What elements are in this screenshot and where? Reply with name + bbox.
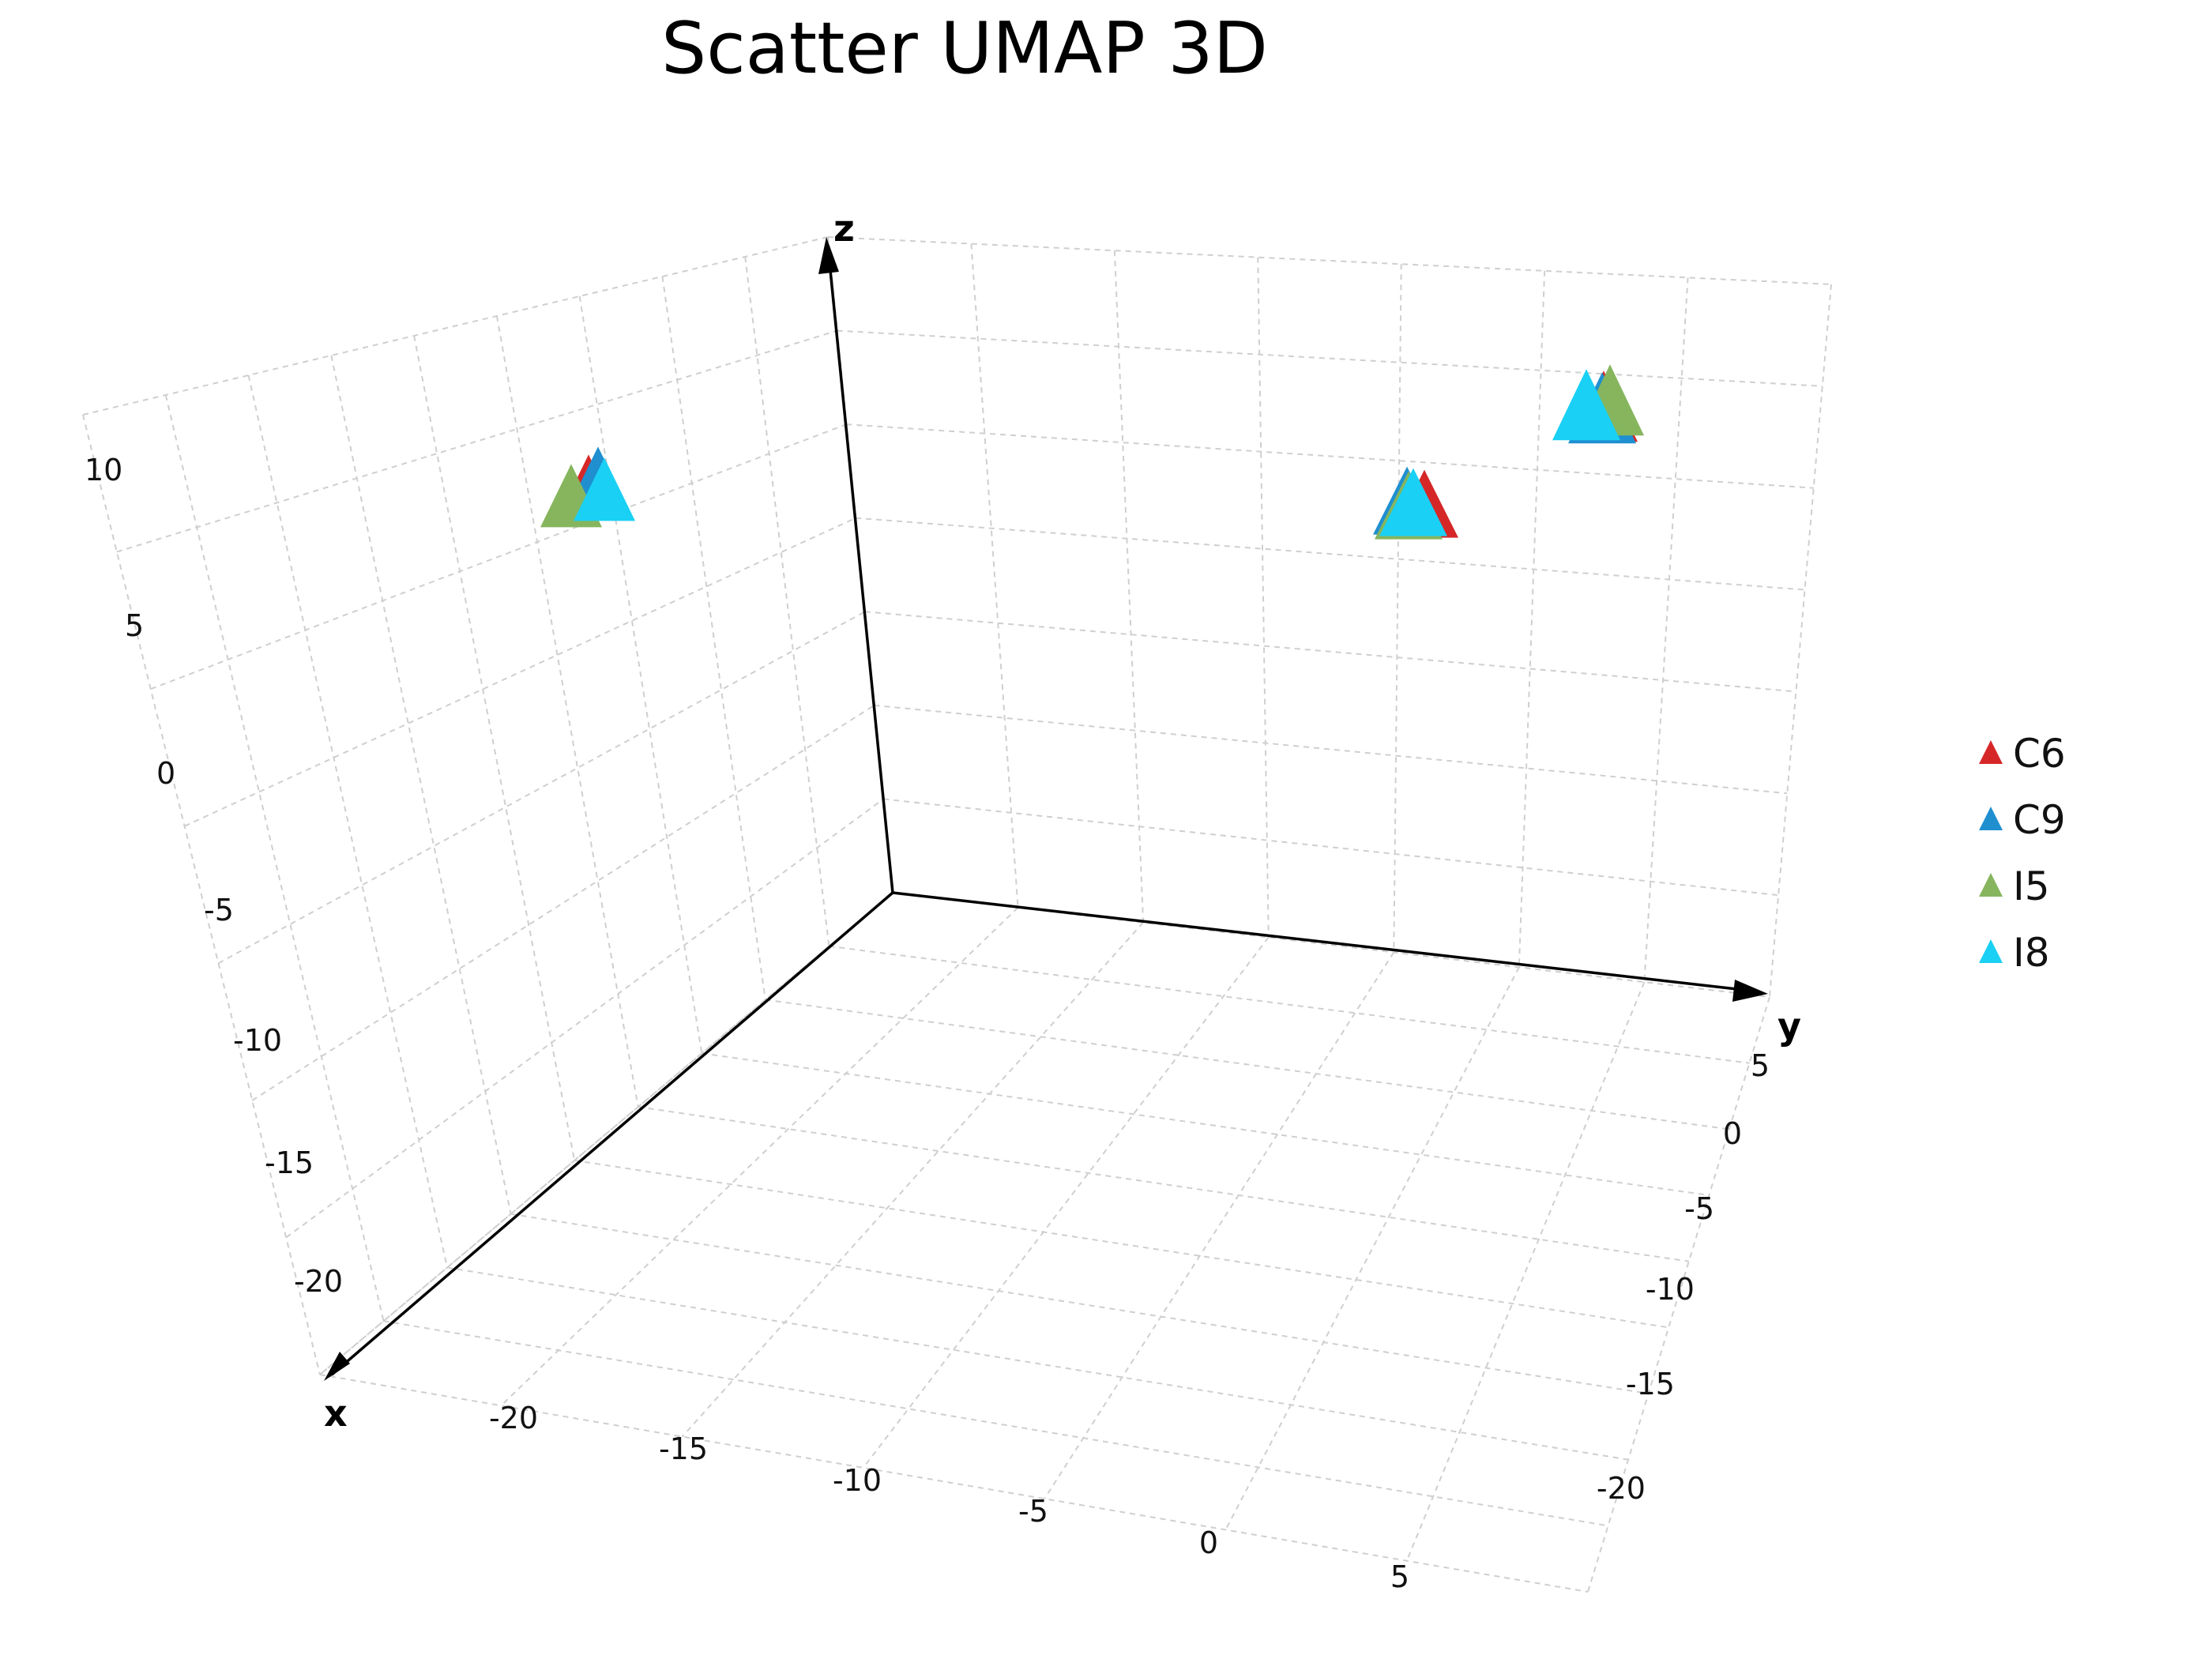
grid-line — [765, 999, 1730, 1130]
grid-line — [846, 423, 1814, 489]
grid-line — [702, 1052, 1710, 1196]
grid-line — [837, 329, 1823, 387]
x-tick-label: 5 — [1390, 1559, 1409, 1594]
grid-line — [510, 1213, 1649, 1394]
x-tick-label: 0 — [1199, 1525, 1218, 1560]
grid-line — [217, 611, 866, 965]
grid-line — [82, 414, 321, 1375]
legend: C6 C9 I5 I8 — [1979, 731, 2066, 976]
grid-line — [574, 1159, 1669, 1329]
grid-line — [319, 1374, 1589, 1593]
grid-line — [150, 423, 847, 690]
grid-line — [970, 243, 1019, 908]
z-axis-label: z — [833, 207, 855, 250]
y-tick-label: -5 — [1684, 1191, 1714, 1226]
grid-line — [1044, 951, 1395, 1499]
z-tick-label: -20 — [294, 1264, 343, 1299]
grid-line — [578, 295, 703, 1054]
grid-line — [883, 798, 1779, 897]
x-tick-label: -20 — [489, 1401, 538, 1435]
x-tick-label: -5 — [1018, 1494, 1048, 1529]
grid-line — [744, 256, 830, 946]
marker-i8 — [574, 457, 635, 521]
grid-line — [285, 798, 884, 1239]
x-tick-label: -15 — [659, 1431, 708, 1466]
grid-line — [116, 329, 838, 553]
grid — [82, 236, 1832, 1593]
grid-line — [1405, 981, 1646, 1562]
grid-line — [1643, 277, 1689, 983]
y-axis-line — [892, 891, 1759, 993]
grid-line — [164, 394, 385, 1322]
legend-marker-i5 — [1979, 873, 2003, 897]
axes: x y z — [324, 207, 1801, 1435]
grid-line — [1769, 284, 1832, 998]
grid-line — [1257, 257, 1270, 938]
grid-line — [863, 936, 1270, 1469]
y-tick-label: -20 — [1597, 1471, 1646, 1506]
data-markers — [540, 364, 1644, 540]
grid-line — [330, 355, 512, 1214]
grid-line — [661, 276, 766, 1000]
marker-i8 — [1379, 468, 1447, 536]
legend-marker-c6 — [1979, 740, 2003, 764]
legend-marker-i8 — [1979, 939, 2003, 963]
grid-line — [383, 1320, 1608, 1527]
grid-line — [82, 236, 829, 416]
grid-line — [638, 1106, 1689, 1262]
grid-line — [681, 922, 1144, 1438]
y-tick-label: -15 — [1626, 1367, 1675, 1401]
grid-line — [829, 945, 1750, 1064]
y-tick-label: -10 — [1646, 1272, 1695, 1307]
grid-line — [864, 611, 1796, 693]
grid-line — [856, 517, 1805, 591]
grid-line — [495, 315, 639, 1108]
z-tick-label: 10 — [85, 453, 122, 487]
grid-line — [1224, 966, 1520, 1530]
grid-line — [500, 907, 1019, 1407]
x-axis-label: x — [324, 1392, 348, 1435]
grid-line — [1518, 270, 1546, 968]
legend-label-i5: I5 — [2013, 863, 2050, 909]
z-tick-label: 5 — [125, 608, 144, 643]
grid-line — [413, 335, 576, 1161]
grid-line — [247, 374, 449, 1268]
y-axis-arrowhead — [1732, 980, 1768, 1002]
marker-i8 — [1552, 369, 1620, 441]
y-tick-label: 0 — [1723, 1116, 1742, 1151]
y-tick-label: 5 — [1751, 1048, 1770, 1083]
grid-line — [446, 1266, 1629, 1461]
grid-line — [1393, 264, 1402, 953]
tick-labels: 1050-5-10-15-20-20-15-10-50550-5-10-15-2… — [85, 453, 1770, 1594]
legend-marker-c9 — [1979, 807, 2003, 830]
legend-label-i8: I8 — [2013, 930, 2050, 976]
z-tick-label: -15 — [265, 1146, 314, 1180]
chart-title: Scatter UMAP 3D — [661, 7, 1268, 90]
grid-line — [874, 704, 1788, 795]
grid-line — [251, 705, 875, 1101]
z-axis-line — [826, 246, 894, 893]
z-tick-label: 0 — [156, 756, 175, 791]
x-axis-line — [330, 891, 894, 1376]
z-axis-arrowhead — [818, 237, 839, 274]
y-axis-label: y — [1778, 1005, 1801, 1048]
z-tick-label: -5 — [204, 893, 234, 927]
grid-line — [827, 236, 1832, 285]
legend-label-c9: C9 — [2013, 797, 2066, 843]
z-tick-label: -10 — [233, 1023, 282, 1058]
grid-line — [1587, 996, 1770, 1593]
x-axis-arrowhead — [324, 1352, 350, 1381]
grid-line — [1113, 250, 1145, 923]
legend-label-c6: C6 — [2013, 731, 2066, 777]
x-tick-label: -10 — [833, 1463, 882, 1498]
